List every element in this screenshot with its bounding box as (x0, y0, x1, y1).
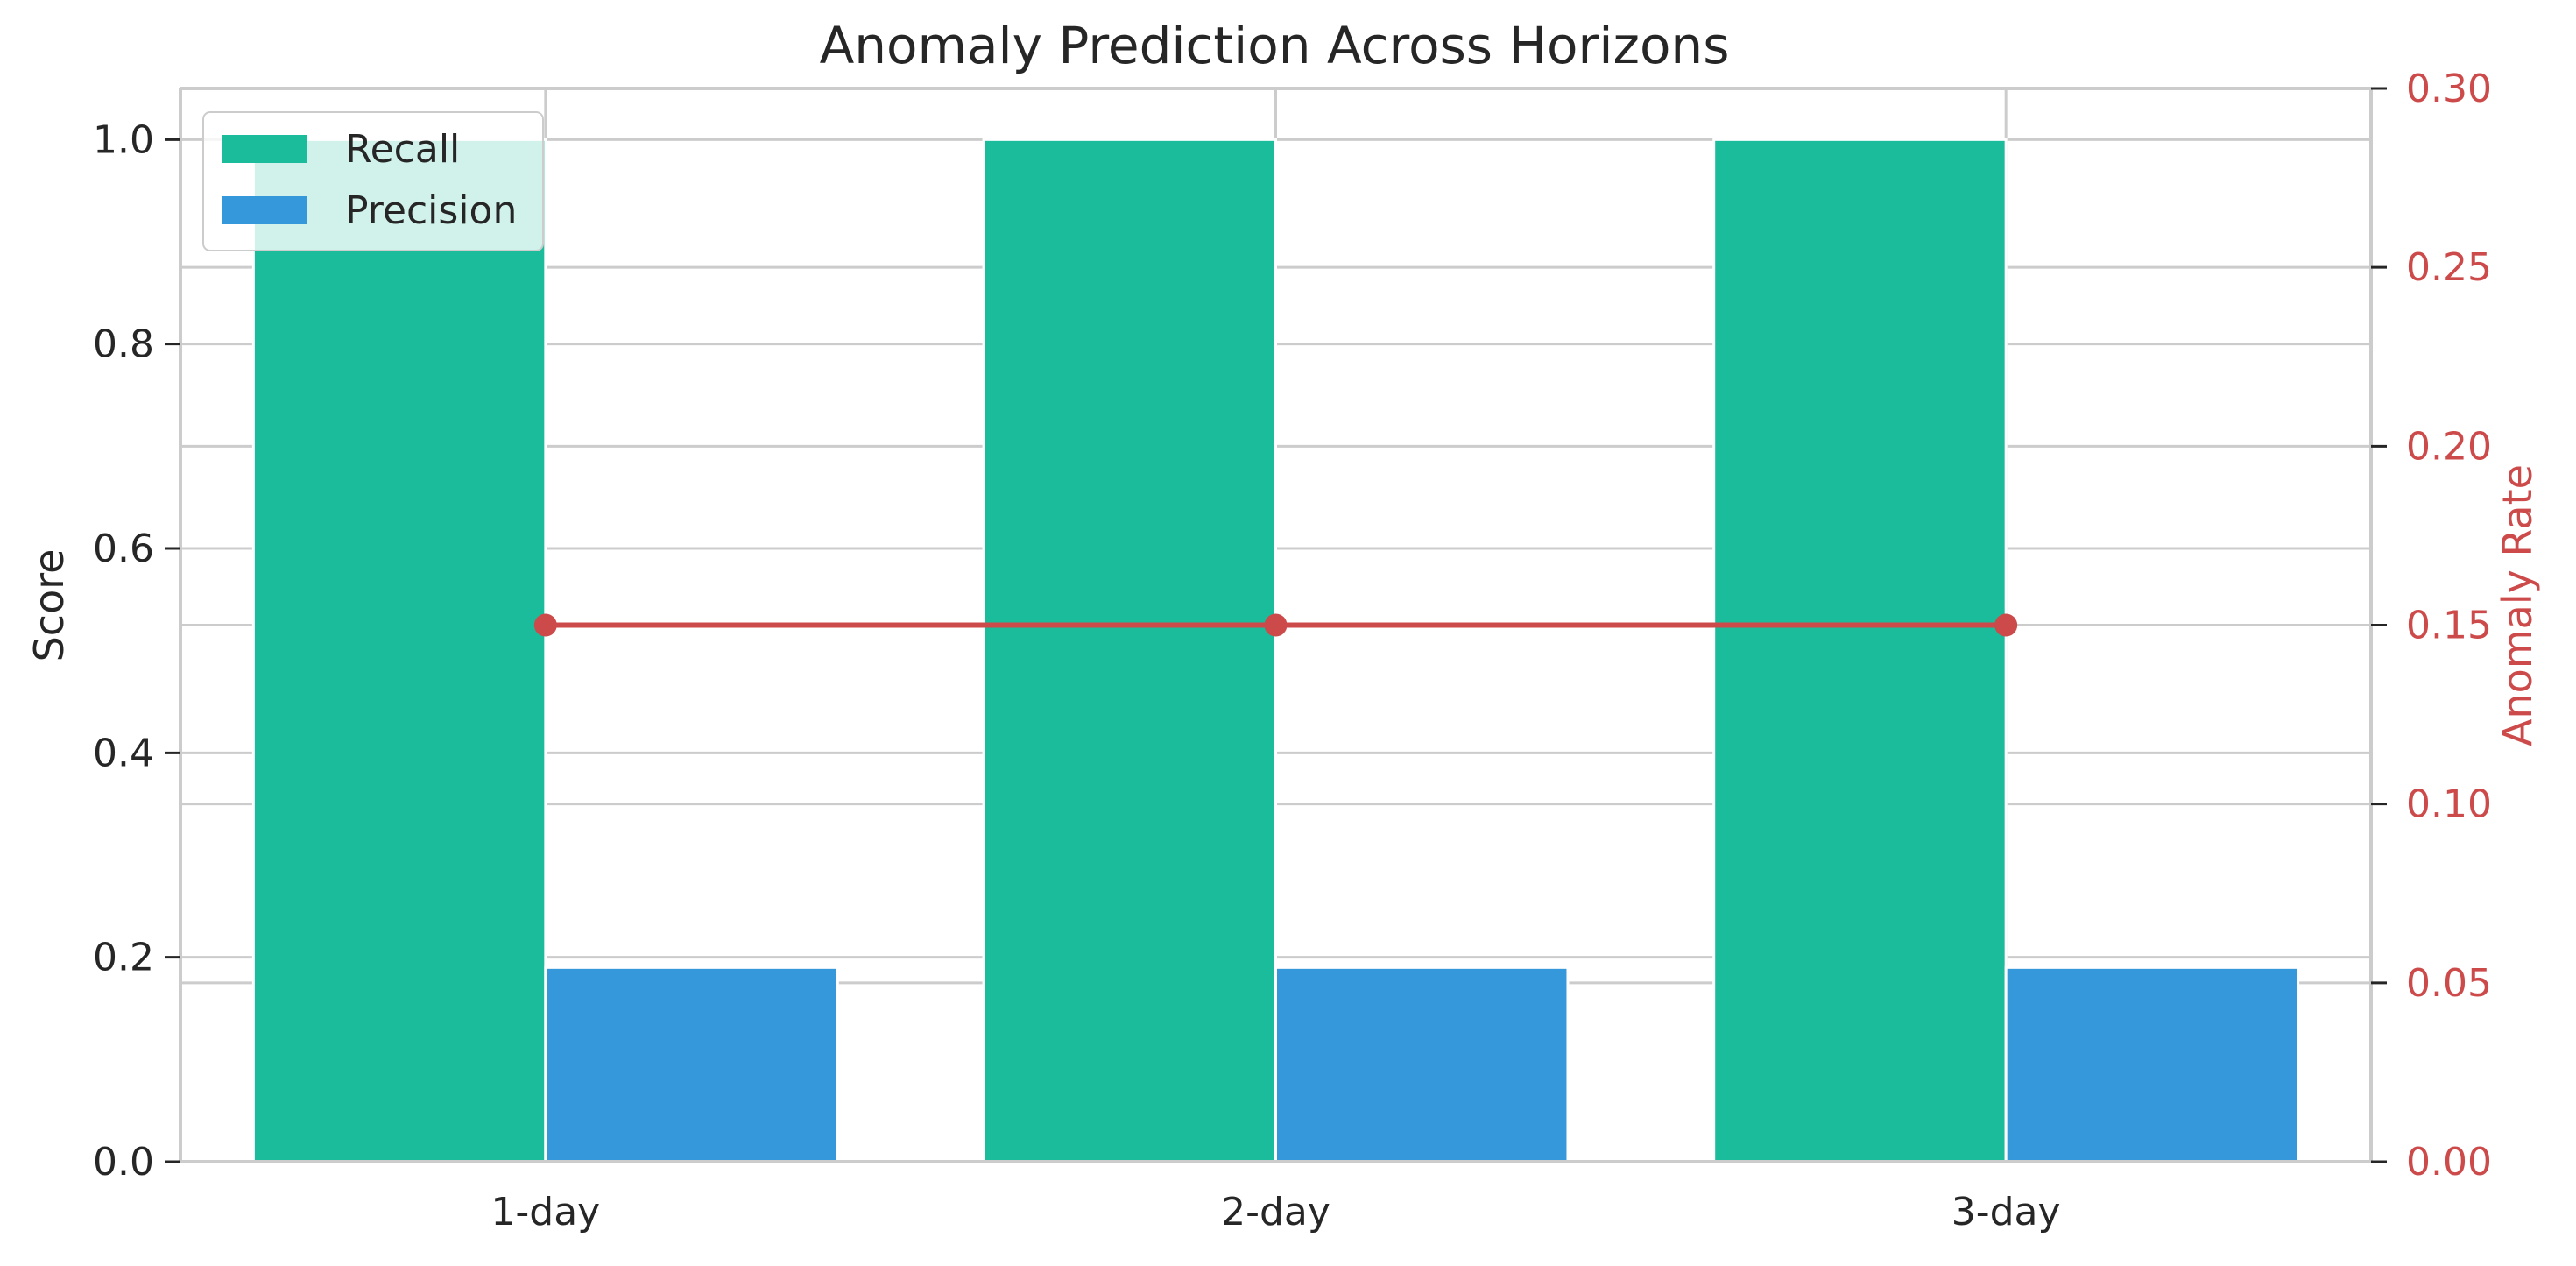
bar-precision-2-day (1274, 965, 1570, 1163)
x-tick-label: 2-day (1221, 1190, 1330, 1234)
y2-tick-label: 0.20 (2406, 424, 2492, 469)
anomaly-rate-point-2-day (1264, 613, 1288, 637)
bar-precision-1-day (544, 965, 839, 1163)
bar-recall-3-day (1712, 138, 2008, 1163)
y-tick-label: 0.2 (93, 936, 154, 980)
legend: Recall Precision (202, 111, 544, 251)
tick-layer: 0.0 0.2 0.4 0.6 0.8 1.0 0.00 0.05 0.10 0.15 0.20 0.… (93, 67, 2492, 1234)
bar-recall-1-day (251, 138, 547, 1163)
y-axis-label: Score (25, 549, 73, 662)
x-tick-label: 1-day (490, 1190, 600, 1234)
anomaly-rate-point-1-day (533, 613, 557, 637)
anomaly-rate-point-3-day (1994, 613, 2018, 637)
y2-tick-label: 0.15 (2406, 604, 2492, 648)
y2-tick-label: 0.30 (2406, 67, 2492, 111)
bar-recall-2-day (982, 138, 1277, 1163)
y2-tick-label: 0.00 (2406, 1140, 2492, 1185)
legend-label-precision: Precision (345, 188, 517, 233)
legend-swatch-recall (222, 135, 307, 163)
y-tick-label: 0.8 (93, 322, 154, 367)
legend-swatch-precision (222, 196, 307, 224)
line-layer (533, 613, 2018, 637)
y2-tick-label: 0.05 (2406, 961, 2492, 1006)
x-tick-label: 3-day (1951, 1190, 2061, 1234)
legend-label-recall: Recall (345, 127, 460, 172)
y2-tick-label: 0.10 (2406, 782, 2492, 827)
y-tick-label: 1.0 (93, 117, 154, 162)
chart-title: Anomaly Prediction Across Horizons (820, 16, 1730, 75)
y-tick-label: 0.6 (93, 527, 154, 571)
y2-axis-label: Anomaly Rate (2494, 464, 2541, 746)
y2-tick-label: 0.25 (2406, 245, 2492, 290)
y-tick-label: 0.4 (93, 731, 154, 775)
bar-precision-3-day (2004, 965, 2300, 1163)
y-tick-label: 0.0 (93, 1140, 154, 1185)
